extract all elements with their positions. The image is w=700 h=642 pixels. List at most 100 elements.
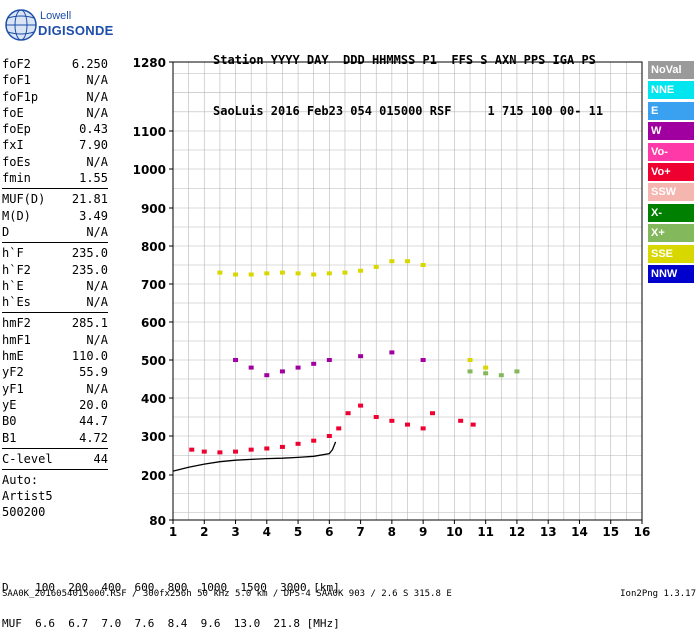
param-value: 44.7 <box>79 414 108 429</box>
data-point-w <box>279 369 285 374</box>
param-value: 110.0 <box>71 349 108 364</box>
data-point-vo- <box>358 403 364 408</box>
param-name: M(D) <box>2 208 31 223</box>
data-point-sse <box>373 264 379 269</box>
x-tick-label: 10 <box>446 525 463 539</box>
param-value: N/A <box>86 224 108 239</box>
param-name: foF1p <box>2 89 39 104</box>
data-point-sse <box>483 365 489 370</box>
data-point-sse <box>295 271 301 276</box>
y-tick-label: 300 <box>141 430 166 444</box>
param-name: D <box>2 224 10 239</box>
param-name: foF2 <box>2 57 31 71</box>
polarization-legend: NoVal NNE E W Vo- Vo+ SSW X- X+ SSE NNW <box>648 61 694 285</box>
data-point-vo- <box>420 426 426 431</box>
legend-item: Vo+ <box>648 162 694 181</box>
param-value: 285.1 <box>71 316 108 331</box>
legend-item: NNE <box>648 81 694 100</box>
legend-item: NoVal <box>648 61 694 79</box>
chart-grid <box>172 62 643 520</box>
x-tick-label: 13 <box>540 525 557 539</box>
data-point-x- <box>514 369 520 374</box>
legend-item: NNW <box>648 264 694 283</box>
x-tick-label: 5 <box>294 525 302 539</box>
data-point-w <box>389 350 395 355</box>
param-value: N/A <box>86 154 108 169</box>
param-separator <box>2 312 108 314</box>
ionogram-chart: 1 2 3 4 5 6 7 8 9 10 11 12 13 14 15 16 8020030040050060… <box>133 56 651 539</box>
param-name: C-level <box>2 451 53 466</box>
param-separator <box>2 469 108 471</box>
param-row: foF1 N/A <box>2 72 108 88</box>
chart-profile-curve <box>172 441 337 472</box>
param-value: N/A <box>86 89 108 104</box>
data-point-vo- <box>458 418 464 423</box>
autoscale-line: 500200 <box>2 505 46 520</box>
param-row: h`Es N/A <box>2 294 108 310</box>
param-row: B1 4.72 <box>2 430 108 446</box>
param-value: 20.0 <box>79 397 108 412</box>
param-name: fxI <box>2 138 24 153</box>
param-row: hmF1 N/A <box>2 332 108 348</box>
data-point-x- <box>498 373 504 378</box>
param-value: 235.0 <box>71 246 108 261</box>
y-tick-label: 400 <box>141 392 166 406</box>
param-row: yE 20.0 <box>2 397 108 413</box>
param-name: yE <box>2 397 17 412</box>
autoscale-line: Auto: <box>2 473 39 488</box>
x-tick-label: 3 <box>231 525 239 539</box>
logo-line1: Lowell <box>40 10 72 22</box>
data-point-w <box>248 365 254 370</box>
data-point-w <box>311 361 317 366</box>
globe-icon <box>5 9 37 41</box>
param-value: N/A <box>86 73 108 88</box>
param-value: N/A <box>86 381 108 396</box>
param-value: N/A <box>86 105 108 120</box>
param-name: hmF1 <box>2 332 31 347</box>
param-name: hmE <box>2 349 24 364</box>
data-point-vo- <box>311 438 317 443</box>
data-point-w <box>264 373 270 378</box>
data-point-vo- <box>430 411 436 416</box>
data-point-sse <box>326 271 332 276</box>
param-name: foE <box>2 105 24 120</box>
param-name: foF1 <box>2 73 31 88</box>
param-row: M(D) 3.49 <box>2 208 108 224</box>
param-name: foEp <box>2 122 31 137</box>
param-name: yF2 <box>2 365 24 380</box>
data-point-vo- <box>373 415 379 419</box>
param-name: h`E <box>2 278 24 293</box>
y-tick-label: 80 <box>149 514 166 528</box>
data-point-sse <box>217 270 223 275</box>
param-row: yF1 N/A <box>2 381 108 397</box>
param-value: N/A <box>86 295 108 310</box>
data-point-vo- <box>248 447 254 452</box>
x-tick-label: 11 <box>477 525 494 539</box>
param-name: h`Es <box>2 295 31 310</box>
electron-density-profile <box>172 441 337 472</box>
legend-item: SSW <box>648 183 694 202</box>
digisonde-logo: Lowell DIGISONDE <box>2 4 122 46</box>
param-name: B1 <box>2 430 17 445</box>
param-row: h`F 235.0 <box>2 245 108 261</box>
x-tick-label: 7 <box>356 525 364 539</box>
data-point-w <box>358 354 364 359</box>
param-row: D N/A <box>2 224 108 240</box>
param-row: B0 44.7 <box>2 413 108 429</box>
x-tick-label: 6 <box>325 525 333 539</box>
param-row: foF2 6.250 <box>2 56 108 72</box>
param-separator <box>2 447 108 449</box>
data-point-sse <box>405 259 410 264</box>
data-point-sse <box>279 270 285 275</box>
data-point-vo- <box>470 422 476 427</box>
param-row: fxI 7.90 <box>2 137 108 153</box>
data-point-sse <box>233 272 239 277</box>
data-point-w <box>233 358 239 362</box>
legend-item: W <box>648 122 694 141</box>
data-point-x- <box>467 369 473 374</box>
station-header: Station YYYY DAY DDD HHMMSS P1 FFS S AXN… <box>213 18 603 137</box>
param-value: 6.250 <box>71 57 108 71</box>
param-name: fmin <box>2 171 31 186</box>
x-tick-label: 8 <box>388 525 396 539</box>
param-value: N/A <box>86 332 108 347</box>
